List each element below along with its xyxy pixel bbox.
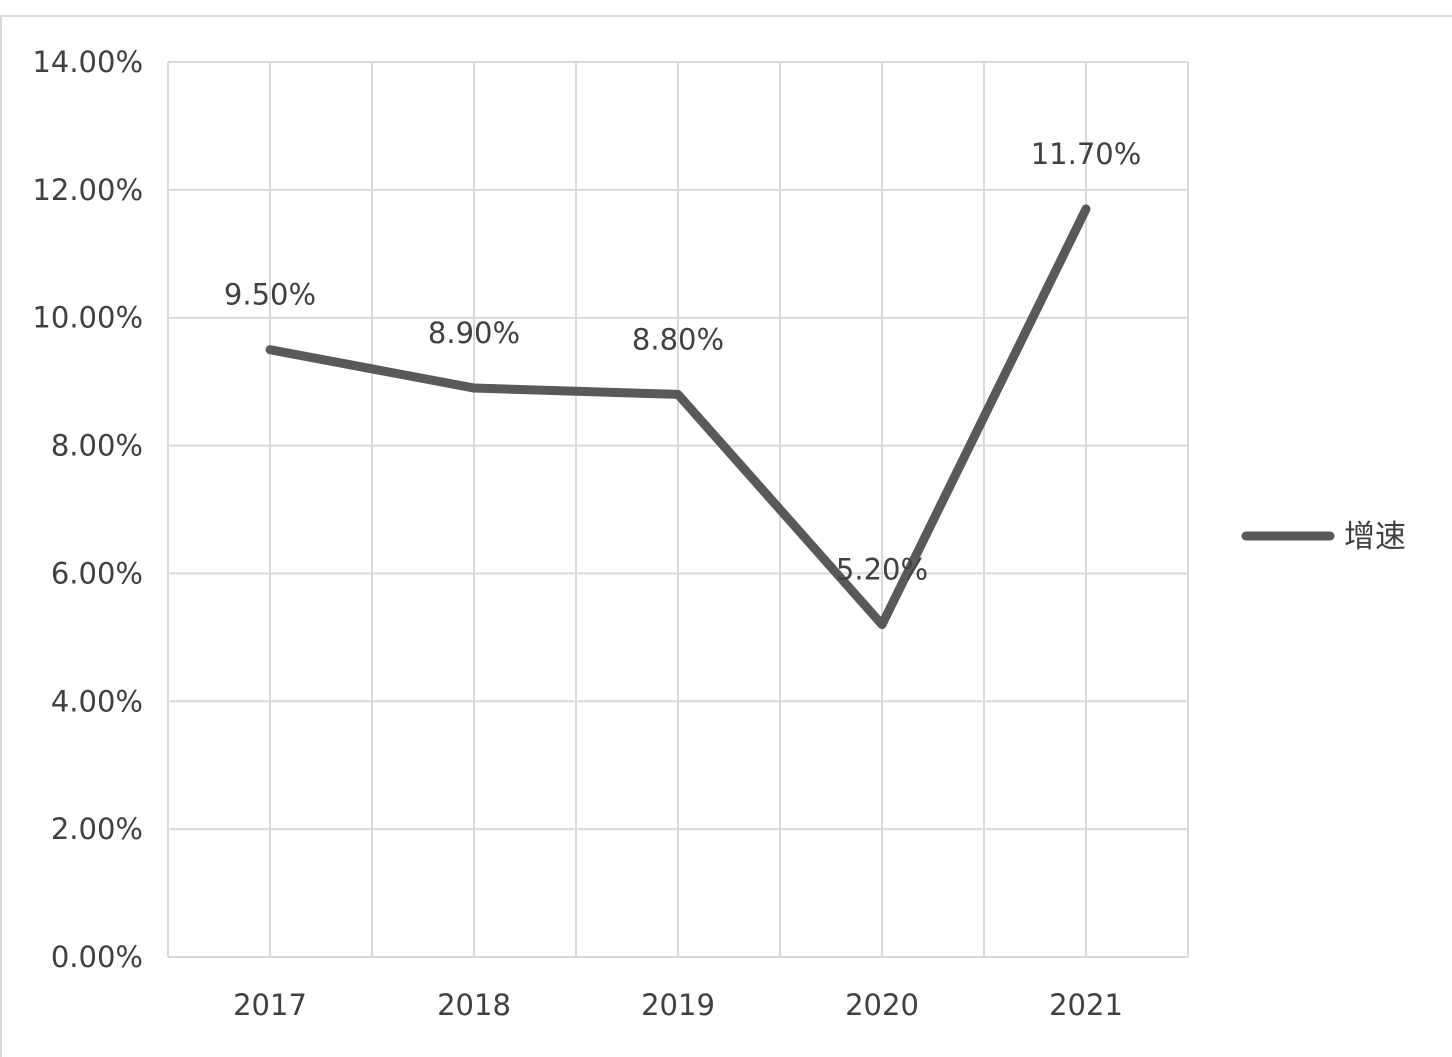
legend-label: 增速 xyxy=(1344,519,1406,555)
x-tick-label: 2021 xyxy=(1049,988,1123,1022)
y-tick-label: 10.00% xyxy=(32,301,143,335)
y-tick-label: 2.00% xyxy=(51,812,143,846)
x-tick-label: 2017 xyxy=(233,988,307,1022)
vertical-gridlines xyxy=(167,62,1189,957)
x-tick-label: 2020 xyxy=(845,988,919,1022)
data-label: 11.70% xyxy=(1031,137,1142,171)
y-tick-label: 14.00% xyxy=(32,45,143,79)
data-point xyxy=(880,622,884,627)
data-label: 9.50% xyxy=(224,278,316,312)
data-point xyxy=(1084,207,1088,212)
data-point xyxy=(676,392,680,397)
data-point xyxy=(472,386,476,391)
y-tick-label: 6.00% xyxy=(51,556,143,590)
x-axis-tick-labels: 2017 2018 2019 2020 2021 xyxy=(233,988,1123,1022)
data-label: 5.20% xyxy=(836,553,928,587)
series-lines xyxy=(265,204,1091,630)
y-axis-tick-labels: 0.00% 2.00% 4.00% 6.00% 8.00% 10.00% 12.00% 14.… xyxy=(32,45,143,974)
data-labels: 9.50% 8.90% 8.80% 5.20% 11.70% xyxy=(224,137,1141,587)
data-label: 8.90% xyxy=(428,316,520,350)
data-label: 8.80% xyxy=(632,322,724,356)
x-tick-label: 2018 xyxy=(437,988,511,1022)
y-tick-label: 12.00% xyxy=(32,173,143,207)
y-tick-label: 0.00% xyxy=(51,940,143,974)
x-tick-label: 2019 xyxy=(641,988,715,1022)
data-point xyxy=(268,347,272,352)
y-tick-label: 8.00% xyxy=(51,429,143,463)
y-tick-label: 4.00% xyxy=(51,684,143,718)
chart-border xyxy=(0,15,1452,1057)
legend: 增速 xyxy=(1241,519,1406,555)
